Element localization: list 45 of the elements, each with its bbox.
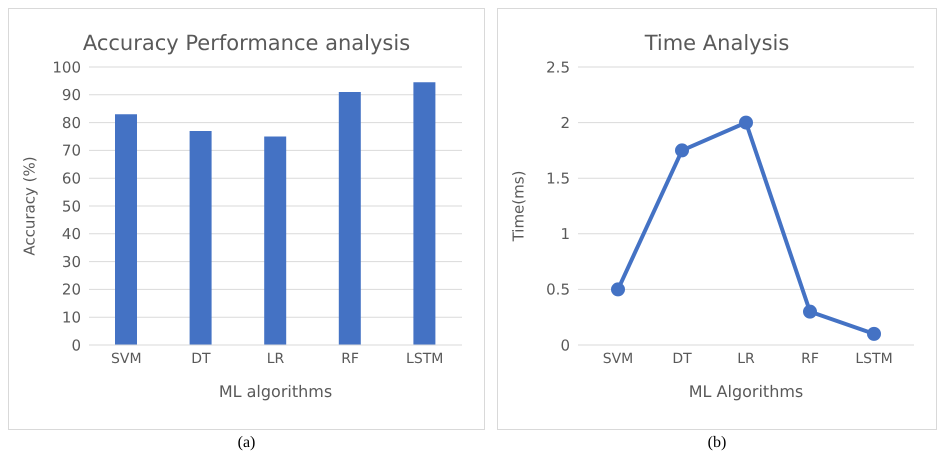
x-tick-label: SVM	[111, 350, 142, 367]
point	[803, 304, 817, 319]
x-tick-label: DT	[191, 350, 212, 367]
chart-title: Time Analysis	[644, 31, 790, 55]
y-tick-label: 20	[62, 280, 81, 299]
y-tick-label: 0	[71, 336, 81, 354]
y-tick-label: 2.5	[546, 58, 570, 76]
y-tick-label: 40	[62, 225, 81, 244]
point	[867, 326, 881, 341]
y-tick-label: 100	[52, 58, 81, 76]
bar	[190, 130, 212, 345]
x-tick-label: LR	[266, 350, 285, 367]
bar	[338, 92, 361, 345]
x-tick-label: RF	[341, 350, 359, 367]
text: (a)	[236, 434, 256, 452]
x-tick-label: DT	[672, 350, 692, 367]
y-tick-label: 0	[560, 336, 570, 354]
y-tick-label: 0.5	[546, 280, 570, 299]
y-tick-label: 2	[560, 114, 570, 132]
x-tick-label: LSTM	[855, 350, 893, 367]
x-axis-title: ML Algorithms	[688, 382, 804, 401]
y-tick-label: 30	[62, 252, 81, 271]
x-axis-title: ML algorithms	[218, 382, 332, 401]
y-tick-label: 90	[62, 86, 81, 104]
y-tick-label: 1.5	[546, 170, 570, 188]
x-tick-label: LR	[737, 350, 756, 367]
x-tick-label: LSTM	[406, 350, 444, 367]
y-tick-label: 70	[62, 142, 81, 160]
y-axis-title: Time(ms)	[509, 170, 528, 242]
text: (b)	[706, 434, 728, 452]
point	[739, 116, 753, 130]
y-tick-label: 10	[62, 308, 81, 327]
chart-title: Accuracy Performance analysis	[82, 31, 412, 55]
point	[675, 143, 689, 158]
bar	[413, 82, 436, 345]
x-tick-label: RF	[801, 350, 819, 367]
y-tick-label: 1	[560, 225, 570, 244]
y-tick-label: 80	[62, 114, 81, 132]
bar	[115, 114, 137, 345]
point	[611, 282, 625, 296]
y-tick-label: 50	[62, 197, 81, 216]
bar	[264, 136, 286, 345]
x-tick-label: SVM	[602, 350, 634, 367]
y-axis-title: Accuracy (%)	[20, 156, 38, 256]
y-tick-label: 60	[62, 170, 81, 188]
